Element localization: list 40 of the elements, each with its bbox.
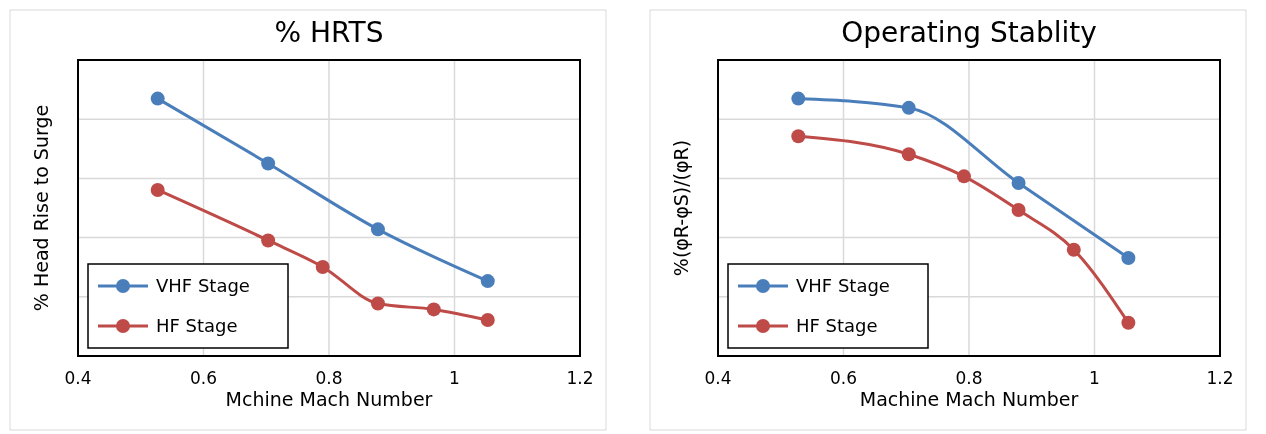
- x-axis-title: Machine Mach Number: [859, 388, 1079, 410]
- x-tick-label: 1: [449, 368, 460, 388]
- point: [1011, 203, 1026, 218]
- legend-label: HF Stage: [156, 315, 238, 336]
- y-axis-title: % Head Rise to Surge: [30, 104, 52, 312]
- x-tick-label: 0.8: [955, 368, 983, 388]
- point: [1066, 242, 1081, 257]
- point: [261, 233, 276, 248]
- point: [261, 156, 276, 171]
- point: [480, 312, 495, 327]
- point: [150, 182, 165, 197]
- x-tick-label: 0.4: [704, 368, 732, 388]
- x-tick-label: 1: [1089, 368, 1100, 388]
- legend-label: VHF Stage: [156, 275, 250, 296]
- point: [150, 91, 165, 106]
- point: [901, 100, 916, 115]
- point: [370, 296, 385, 311]
- point: [791, 91, 806, 106]
- point: [315, 259, 330, 274]
- x-tick-label: 1.2: [1206, 368, 1234, 388]
- point: [426, 302, 441, 317]
- x-tick-label: 1.2: [566, 368, 594, 388]
- x-tick-label: 0.6: [189, 368, 218, 388]
- point: [1121, 250, 1136, 265]
- x-tick-label: 0.4: [64, 368, 92, 388]
- x-tick-label: 0.8: [315, 368, 343, 388]
- point: [956, 169, 971, 184]
- point: [480, 274, 495, 289]
- point: [901, 147, 916, 162]
- point: [1011, 176, 1026, 191]
- point: [370, 222, 385, 237]
- point: [791, 129, 806, 144]
- chart-title: Operating Stablity: [841, 16, 1097, 49]
- point: [1121, 315, 1136, 330]
- x-tick-label: 0.6: [829, 368, 858, 388]
- chart-title: % HRTS: [274, 16, 384, 49]
- y-axis-title: %(φR-φS)/(φR): [670, 139, 692, 277]
- legend-label: HF Stage: [796, 315, 878, 336]
- legend-label: VHF Stage: [796, 275, 890, 296]
- x-axis-title: Mchine Mach Number: [225, 388, 433, 410]
